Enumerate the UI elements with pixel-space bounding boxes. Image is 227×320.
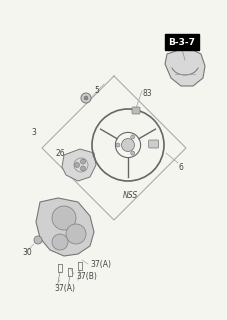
Text: 37(A): 37(A) (90, 260, 111, 268)
FancyBboxPatch shape (164, 34, 198, 50)
Circle shape (81, 93, 91, 103)
Text: 83: 83 (142, 89, 152, 98)
Circle shape (34, 236, 42, 244)
Polygon shape (62, 149, 96, 181)
Polygon shape (36, 198, 94, 256)
Text: 26: 26 (56, 149, 65, 158)
Text: NSS: NSS (122, 191, 137, 200)
Circle shape (130, 135, 134, 139)
Circle shape (121, 139, 134, 151)
Text: 5: 5 (94, 86, 99, 95)
Circle shape (66, 224, 86, 244)
Circle shape (52, 206, 76, 230)
Circle shape (52, 234, 68, 250)
Text: 3: 3 (31, 127, 36, 137)
Circle shape (84, 96, 88, 100)
Circle shape (74, 163, 79, 167)
Circle shape (130, 151, 134, 155)
Text: 6: 6 (178, 163, 183, 172)
Circle shape (116, 143, 119, 147)
Circle shape (80, 159, 85, 164)
Text: 37(B): 37(B) (76, 271, 96, 281)
Circle shape (80, 166, 85, 171)
FancyBboxPatch shape (148, 140, 158, 148)
Text: B-3-7: B-3-7 (168, 37, 195, 46)
FancyBboxPatch shape (131, 107, 139, 114)
Text: 37(A): 37(A) (54, 284, 75, 292)
Text: 30: 30 (22, 247, 32, 257)
Polygon shape (164, 50, 204, 86)
